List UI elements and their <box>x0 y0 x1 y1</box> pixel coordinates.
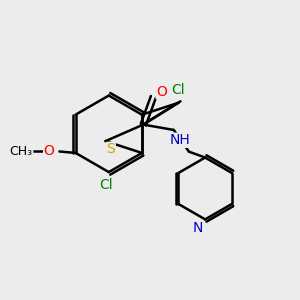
Text: O: O <box>44 145 55 158</box>
Text: Cl: Cl <box>172 83 185 98</box>
Text: O: O <box>156 85 167 99</box>
Text: CH₃: CH₃ <box>10 145 33 158</box>
Text: N: N <box>193 220 203 235</box>
Text: NH: NH <box>170 133 190 147</box>
Text: Cl: Cl <box>99 178 112 192</box>
Text: S: S <box>106 142 115 156</box>
